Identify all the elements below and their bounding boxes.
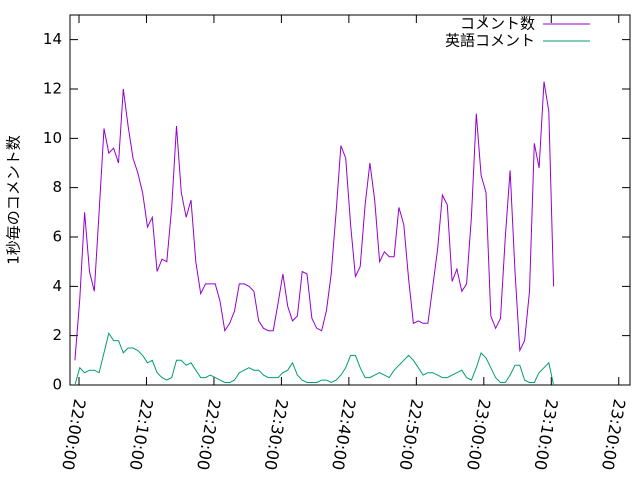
series-line — [74, 81, 555, 361]
legend-label: コメント数 — [460, 15, 535, 33]
x-tick-label: 22:20:00 — [193, 398, 224, 472]
y-tick-label: 6 — [52, 228, 62, 246]
legend-label: 英語コメント — [445, 32, 535, 50]
x-tick-label: 22:50:00 — [395, 398, 426, 472]
x-tick-label: 23:00:00 — [463, 398, 494, 472]
y-tick-label: 0 — [52, 376, 62, 394]
y-tick-label: 8 — [52, 178, 62, 196]
y-tick-label: 2 — [52, 326, 62, 344]
y-tick-label: 12 — [43, 80, 62, 98]
y-axis-label: 1秒毎のコメント数 — [5, 135, 23, 265]
y-tick-label: 14 — [43, 30, 62, 48]
y-tick-label: 4 — [52, 277, 62, 295]
x-tick-label: 22:40:00 — [328, 398, 359, 472]
plot-border — [69, 14, 631, 386]
series-line — [74, 331, 555, 386]
x-tick-label: 22:30:00 — [261, 398, 292, 472]
x-tick-label: 23:20:00 — [598, 398, 629, 472]
x-tick-label: 22:00:00 — [58, 398, 89, 472]
x-tick-label: 23:10:00 — [530, 398, 561, 472]
x-tick-label: 22:10:00 — [126, 398, 157, 472]
y-tick-label: 10 — [43, 129, 62, 147]
